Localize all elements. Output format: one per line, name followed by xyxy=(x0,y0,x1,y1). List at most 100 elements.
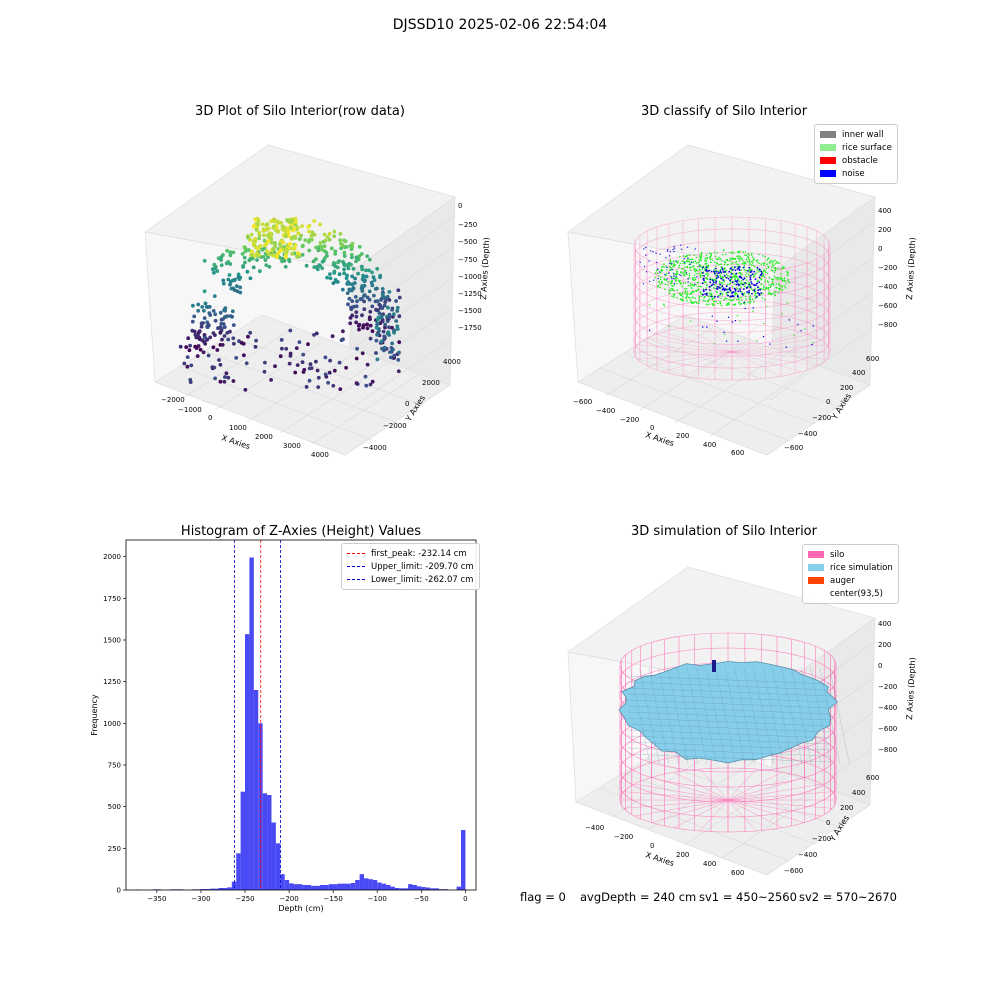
scatter-point xyxy=(370,329,375,333)
scatter-point xyxy=(226,337,231,342)
scatter-point xyxy=(348,321,353,326)
noise-swatch xyxy=(820,170,836,177)
noise-point xyxy=(702,266,704,269)
rice-surface-point xyxy=(696,282,699,284)
rice-surface-point xyxy=(740,280,743,282)
noise-point xyxy=(718,272,720,274)
rice-surface-point xyxy=(727,288,729,290)
scatter-point xyxy=(797,323,799,326)
scatter-point xyxy=(375,357,380,362)
p2-ytick-0: −600 xyxy=(784,444,803,452)
rice-surface-point xyxy=(674,273,677,276)
rice-surface-point xyxy=(736,263,739,266)
rice-surface-point xyxy=(775,261,778,263)
rice-surface-point xyxy=(673,284,676,286)
scatter-point xyxy=(332,368,337,373)
scatter-point xyxy=(354,314,359,319)
scatter-point xyxy=(278,256,282,260)
scatter-point xyxy=(353,276,357,281)
legend-item-obstacle: obstacle xyxy=(820,154,892,167)
scatter-point xyxy=(255,222,260,227)
rice-surface-point xyxy=(754,294,756,297)
noise-point xyxy=(738,284,740,287)
rice-surface-point xyxy=(700,293,702,295)
rice-surface-point xyxy=(720,297,722,300)
scatter-point xyxy=(226,277,231,282)
scatter-point xyxy=(227,273,232,277)
scatter-point xyxy=(743,301,745,304)
rice-surface-point xyxy=(660,268,663,271)
noise-point xyxy=(701,272,704,274)
scatter-point xyxy=(241,265,246,269)
scatter-point xyxy=(342,254,347,258)
noise-point xyxy=(719,293,722,295)
rice-surface-point xyxy=(680,282,682,285)
scatter-point xyxy=(219,258,224,262)
noise-point xyxy=(672,248,674,251)
rice-surface-point xyxy=(744,303,746,305)
rice-surface-point xyxy=(754,266,756,268)
histogram-bar xyxy=(293,884,303,890)
p4-ztick-1: 200 xyxy=(878,641,891,649)
rice-surface-point xyxy=(770,292,772,295)
rice-surface-point xyxy=(685,297,688,300)
noise-point xyxy=(756,282,758,285)
p2-ytick-6: 600 xyxy=(866,355,879,363)
rice-surface-point xyxy=(694,270,697,273)
noise-point xyxy=(721,285,724,288)
rice-surface-point xyxy=(762,262,765,265)
rice-surface-point xyxy=(686,295,688,297)
scatter-point xyxy=(367,268,371,273)
scatter-point xyxy=(187,348,192,353)
surface-mesh-line xyxy=(781,667,803,765)
scatter-point xyxy=(300,244,305,249)
p4-xtick-1: −200 xyxy=(614,833,633,841)
noise-point xyxy=(732,268,734,271)
scatter-point xyxy=(299,233,303,238)
scatter-point xyxy=(350,282,355,287)
p2-ztick-1: 200 xyxy=(878,226,891,234)
p4-xtick-5: 600 xyxy=(731,869,744,877)
scatter-point xyxy=(267,264,272,269)
noise-point xyxy=(751,292,753,295)
rice-surface-point xyxy=(686,287,688,290)
rice-surface-point xyxy=(737,257,739,260)
scatter-point xyxy=(219,317,224,322)
rice-surface-point xyxy=(663,277,665,280)
noise-point xyxy=(722,279,724,281)
rice-surface-point xyxy=(715,300,717,303)
noise-point xyxy=(737,290,740,293)
scatter-point xyxy=(255,251,260,255)
surface-mesh-line xyxy=(743,667,765,765)
scatter-point xyxy=(337,272,342,277)
rice-surface-point xyxy=(745,298,747,300)
scatter-point xyxy=(716,320,718,322)
scatter-point xyxy=(228,279,233,284)
noise-point xyxy=(665,257,667,259)
scatter-point xyxy=(689,320,692,322)
rice-surface-point xyxy=(767,257,769,260)
p2-ztick-0: 400 xyxy=(878,207,891,215)
p4-ztick-4: −400 xyxy=(878,704,897,712)
scatter-point xyxy=(304,263,309,268)
histogram-bar xyxy=(430,888,439,890)
rice-surface-point xyxy=(679,298,682,301)
scatter-point xyxy=(323,238,328,243)
legend-label: Upper_limit: -209.70 cm xyxy=(371,561,474,572)
legend-item-lower-limit: Lower_limit: -262.07 cm xyxy=(347,573,474,586)
noise-point xyxy=(709,278,712,281)
rice-surface-point xyxy=(723,299,725,301)
p2-xtick-3: 0 xyxy=(650,424,654,432)
scatter-point xyxy=(375,332,379,337)
scatter-point xyxy=(297,340,302,344)
legend-item-silo: silo xyxy=(808,548,893,561)
rice-surface-point xyxy=(733,274,736,276)
scatter-point xyxy=(318,222,323,227)
rice-surface-point xyxy=(762,270,765,273)
status-sv2: sv2 = 570~2670 xyxy=(799,890,897,904)
surface-mesh-line xyxy=(762,667,784,765)
scatter-point xyxy=(361,323,366,328)
scatter-point xyxy=(804,328,806,330)
noise-point xyxy=(673,247,676,249)
scatter-point xyxy=(226,375,231,380)
